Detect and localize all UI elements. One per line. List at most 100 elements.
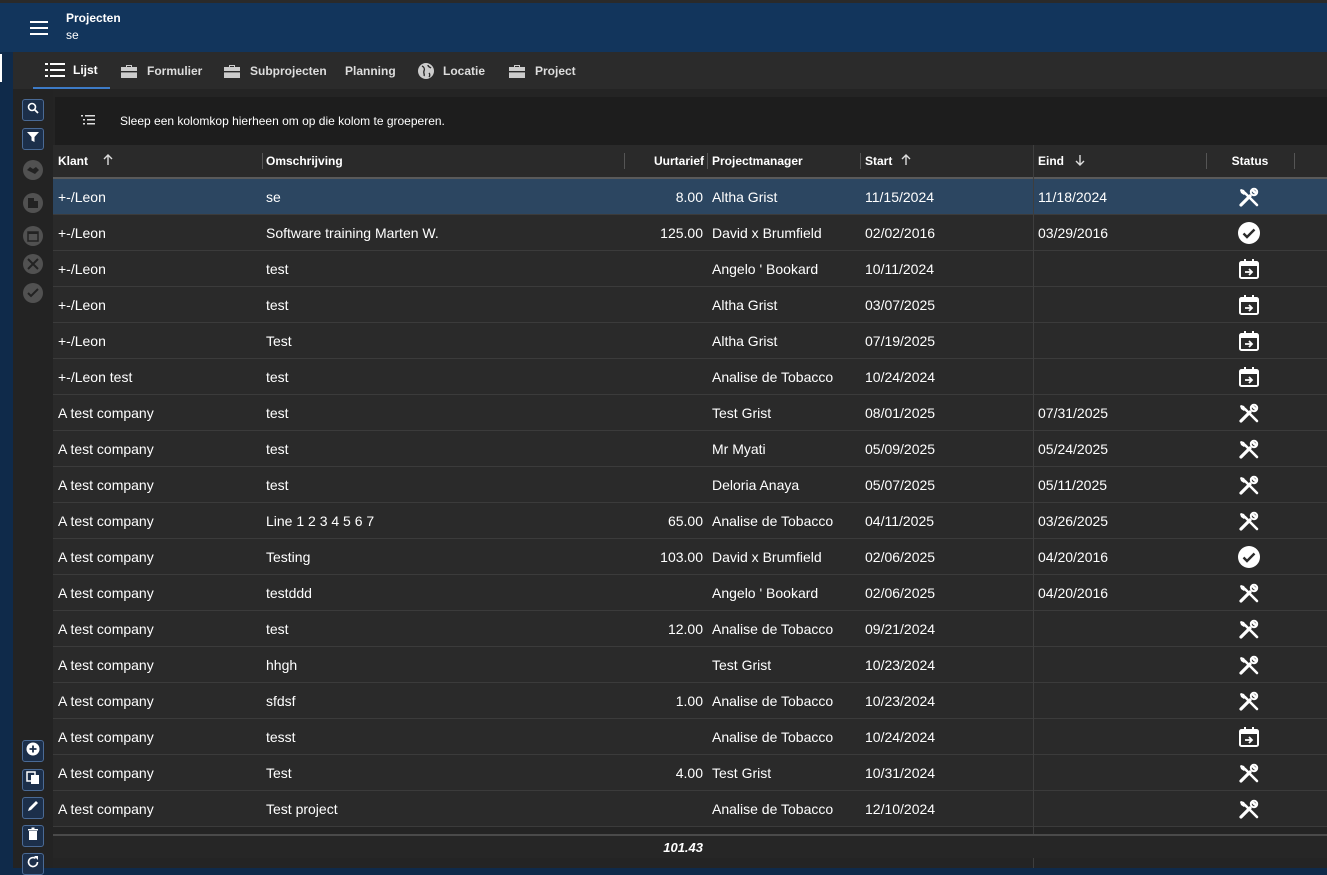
cell-start: 12/10/2024 (865, 800, 936, 817)
tab-locatie[interactable]: Locatie (417, 52, 485, 89)
add-button[interactable] (22, 740, 44, 762)
tab-lijst[interactable]: Lijst (33, 52, 110, 89)
tab-formulier[interactable]: Formulier (119, 52, 202, 89)
column-label: Projectmanager (712, 154, 803, 168)
sort-descending-icon (1074, 154, 1086, 169)
tab-project[interactable]: Project (507, 52, 576, 89)
tools-icon (1237, 185, 1261, 209)
data-grid: Sleep een kolomkop hierheen om op die ko… (53, 89, 1327, 868)
cell-projectmanager: Analise de Tobacco (712, 800, 834, 817)
filter-button[interactable] (22, 128, 44, 150)
cell-start: 10/23/2024 (865, 692, 936, 709)
cell-uurtarief (624, 287, 703, 322)
cell-uurtarief (624, 251, 703, 286)
table-row[interactable]: +-/Leon se 8.00 Altha Grist 11/15/2024 1… (53, 179, 1327, 215)
column-header-uurtarief[interactable]: Uurtarief (624, 145, 704, 177)
group-panel[interactable]: Sleep een kolomkop hierheen om op die ko… (55, 97, 1327, 145)
calendar-button[interactable] (22, 225, 44, 249)
tools-icon (1237, 473, 1261, 497)
cell-omschrijving: Testing (266, 548, 311, 565)
table-row[interactable]: +-/Leon Software training Marten W. 125.… (53, 215, 1327, 251)
tools-icon (1237, 761, 1261, 785)
calendar-import-icon (1237, 725, 1261, 749)
tools-icon (1237, 797, 1261, 821)
cell-start: 02/06/2025 (865, 584, 936, 601)
building-icon (22, 192, 44, 219)
table-row[interactable]: A test company Line 1 2 3 4 5 6 7 65.00 … (53, 503, 1327, 539)
calendar-import-icon (1237, 257, 1261, 281)
search-icon (27, 101, 39, 119)
cell-omschrijving: testddd (266, 584, 312, 601)
column-header-status[interactable]: Status (1206, 145, 1294, 177)
cell-uurtarief: 4.00 (675, 764, 703, 781)
list-icon (45, 62, 65, 78)
tab-planning[interactable]: Planning (345, 52, 396, 89)
column-header-start[interactable]: Start (865, 145, 912, 177)
table-row[interactable]: +-/Leon test test Analise de Tobacco 10/… (53, 359, 1327, 395)
table-row[interactable]: A test company Test 4.00 Test Grist 10/3… (53, 755, 1327, 791)
column-header-projectmanager[interactable]: Projectmanager (712, 145, 803, 177)
tab-label: Locatie (443, 63, 486, 78)
menu-icon[interactable] (30, 21, 48, 35)
handshake-button[interactable] (22, 159, 44, 186)
table-row[interactable]: A test company test Deloria Anaya 05/07/… (53, 467, 1327, 503)
tab-subprojecten[interactable]: Subprojecten (222, 52, 327, 89)
delete-button[interactable] (22, 825, 44, 847)
calendar-import-icon (1237, 329, 1261, 353)
column-header-omschrijving[interactable]: Omschrijving (266, 145, 343, 177)
table-row[interactable]: +-/Leon test Angelo ' Bookard 10/11/2024 (53, 251, 1327, 287)
cell-start: 04/11/2025 (865, 512, 935, 529)
page-title: Projecten (66, 11, 121, 25)
building-button[interactable] (22, 192, 44, 219)
column-label: Status (1231, 154, 1269, 168)
tools-button[interactable] (22, 253, 44, 280)
cell-start: 07/19/2025 (865, 332, 936, 349)
cell-omschrijving: test (266, 404, 289, 421)
table-row[interactable]: A test company hhgh Test Grist 10/23/202… (53, 647, 1327, 683)
add-icon (26, 742, 40, 761)
cell-projectmanager: Altha Grist (712, 332, 778, 349)
table-row[interactable]: A test company test 12.00 Analise de Tob… (53, 611, 1327, 647)
cell-uurtarief (624, 575, 703, 610)
table-row[interactable]: A test company test Test Grist 08/01/202… (53, 395, 1327, 431)
cell-omschrijving: Line 1 2 3 4 5 6 7 (266, 512, 375, 529)
cell-klant: A test company (58, 548, 154, 565)
cell-klant: A test company (58, 728, 154, 745)
copy-button[interactable] (22, 769, 44, 791)
cell-omschrijving: test (266, 260, 289, 277)
cell-projectmanager: Angelo ' Bookard (712, 260, 819, 277)
check-button[interactable] (22, 282, 44, 306)
table-row[interactable]: +-/Leon test Altha Grist 03/07/2025 (53, 287, 1327, 323)
cell-uurtarief: 103.00 (660, 548, 703, 565)
table-row[interactable]: A test company Testing 103.00 David x Br… (53, 539, 1327, 575)
cell-uurtarief (624, 791, 703, 826)
cell-klant: +-/Leon (58, 296, 106, 313)
table-row[interactable]: A test company Test project Analise de T… (53, 791, 1327, 827)
sort-ascending-icon (900, 153, 912, 169)
filter-icon (27, 130, 39, 148)
cell-omschrijving: tesst (266, 728, 296, 745)
search-button[interactable] (22, 99, 44, 121)
cell-uurtarief: 12.00 (667, 620, 703, 637)
cell-klant: +-/Leon test (58, 368, 133, 385)
cell-start: 10/24/2024 (865, 728, 936, 745)
table-row[interactable]: A test company test Mr Myati 05/09/2025 … (53, 431, 1327, 467)
group-panel-hint: Sleep een kolomkop hierheen om op die ko… (120, 114, 445, 128)
tools-icon (1237, 437, 1261, 461)
cell-omschrijving: test (266, 620, 289, 637)
refresh-button[interactable] (22, 853, 44, 875)
handshake-icon (22, 159, 44, 186)
table-row[interactable]: A test company sfdsf 1.00 Analise de Tob… (53, 683, 1327, 719)
column-header-klant[interactable]: Klant (58, 145, 114, 177)
table-row[interactable]: A test company testddd Angelo ' Bookard … (53, 575, 1327, 611)
cell-projectmanager: Test Grist (712, 764, 772, 781)
tools-icon (1237, 581, 1261, 605)
table-row[interactable]: +-/Leon Test Altha Grist 07/19/2025 (53, 323, 1327, 359)
tab-bar: Lijst Formulier Subprojecten Planning Lo… (13, 52, 1327, 89)
tools-icon (22, 253, 44, 280)
cell-klant: A test company (58, 584, 154, 601)
edit-button[interactable] (22, 797, 44, 819)
cell-projectmanager: David x Brumfield (712, 548, 822, 565)
table-row[interactable]: A test company tesst Analise de Tobacco … (53, 719, 1327, 755)
column-header-eind[interactable]: Eind (1038, 145, 1086, 177)
